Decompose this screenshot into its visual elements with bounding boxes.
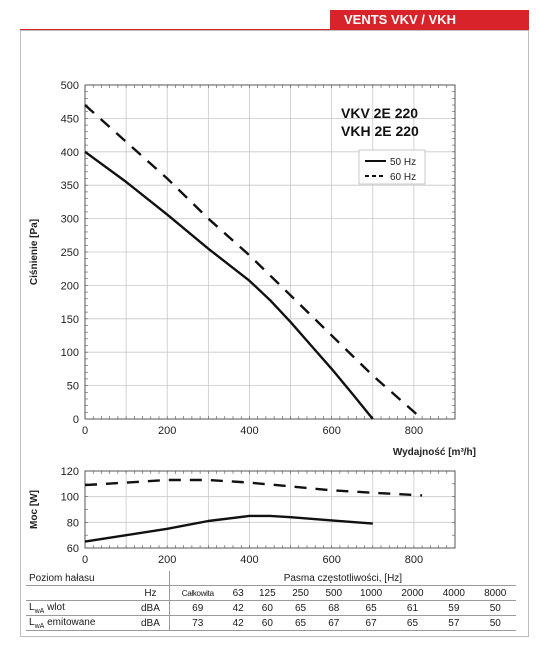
y-tick-label: 200	[61, 280, 79, 292]
y-tick-label: 250	[61, 247, 79, 259]
x-axis-label: Wydajność [m³/h]	[393, 447, 476, 458]
x-tick-label: 800	[405, 425, 423, 437]
y-tick-label: 350	[61, 180, 79, 192]
x-tick-label: 400	[240, 554, 258, 566]
x-tick-label: 0	[82, 554, 88, 566]
plot-frame	[84, 470, 456, 549]
legend-box	[358, 149, 426, 185]
series-line-50hz	[84, 150, 374, 420]
band-header: 1000	[350, 585, 392, 601]
y-tick-label: 450	[61, 113, 79, 125]
x-tick-label: 200	[158, 554, 176, 566]
band-header: 500	[317, 585, 351, 601]
row-label: LwA emitowane	[26, 615, 133, 631]
x-tick-label: 200	[158, 425, 176, 437]
header-title: VENTS VKV / VKH	[330, 10, 529, 30]
table-cell: 42	[225, 615, 251, 631]
model-label: VKV 2E 220	[341, 105, 418, 121]
y-tick-label: 60	[67, 543, 79, 555]
table-row: LwA wlot dBA 69 42 60 65 68 65 61 59 50	[26, 600, 516, 616]
band-header: 8000	[474, 585, 516, 601]
y-axis-label: Moc [W]	[29, 490, 40, 529]
row-unit: dBA	[132, 615, 170, 631]
y-tick-label: 120	[61, 466, 79, 478]
row-total: 73	[168, 615, 226, 631]
band-header: 63	[225, 585, 251, 601]
table-cell: 68	[317, 600, 351, 616]
band-header: 125	[250, 585, 284, 601]
band-header: 250	[283, 585, 318, 601]
page-frame	[20, 30, 529, 637]
model-label: VKH 2E 220	[341, 123, 419, 139]
table-cell: 60	[250, 615, 284, 631]
table-cell: 50	[474, 600, 516, 616]
noise-table: Poziom hałasu Pasma częstotliwości, [Hz]…	[26, 571, 516, 631]
y-tick-label: 50	[67, 381, 79, 393]
series-line-60hz	[84, 478, 423, 497]
band-header: 4000	[433, 585, 475, 601]
table-cell: 50	[474, 615, 516, 631]
series-line-60hz	[84, 104, 423, 420]
band-header: 2000	[391, 585, 434, 601]
band-header-row: Hz Całkowita 63 125 250 500 1000 2000 4000 8000	[26, 585, 516, 601]
table-cell: 60	[250, 600, 284, 616]
series-line-50hz	[84, 514, 373, 543]
noise-table-title: Poziom hałasu	[26, 571, 170, 586]
y-tick-label: 300	[61, 214, 79, 226]
table-cell: 42	[225, 600, 251, 616]
legend-label: 50 Hz	[390, 157, 416, 168]
total-header: Całkowita	[168, 585, 226, 601]
legend-label: 60 Hz	[390, 172, 416, 183]
table-cell: 65	[283, 615, 318, 631]
row-unit: dBA	[132, 600, 170, 616]
x-tick-label: 600	[322, 554, 340, 566]
x-tick-label: 400	[240, 425, 258, 437]
y-tick-label: 80	[67, 517, 79, 529]
table-cell: 65	[350, 600, 392, 616]
y-axis-label: Ciśnienie [Pa]	[29, 219, 40, 285]
unit-header: Hz	[132, 585, 170, 601]
y-tick-label: 400	[61, 147, 79, 159]
y-tick-label: 0	[73, 414, 79, 426]
y-tick-label: 150	[61, 314, 79, 326]
empty-cell	[26, 585, 133, 601]
y-tick-label: 100	[61, 492, 79, 504]
bands-label: Pasma częstotliwości, [Hz]	[168, 571, 516, 586]
row-label: LwA wlot	[26, 600, 133, 616]
table-cell: 57	[433, 615, 475, 631]
table-cell: 67	[317, 615, 351, 631]
table-cell: 67	[350, 615, 392, 631]
row-total: 69	[168, 600, 226, 616]
y-tick-label: 500	[61, 80, 79, 92]
x-tick-label: 0	[82, 425, 88, 437]
x-tick-label: 800	[405, 554, 423, 566]
y-tick-label: 100	[61, 347, 79, 359]
table-cell: 65	[391, 615, 434, 631]
table-cell: 59	[433, 600, 475, 616]
table-row: LwA emitowane dBA 73 42 60 65 67 67 65 57 50	[26, 615, 516, 631]
table-cell: 61	[391, 600, 434, 616]
x-tick-label: 600	[322, 425, 340, 437]
table-cell: 65	[283, 600, 318, 616]
